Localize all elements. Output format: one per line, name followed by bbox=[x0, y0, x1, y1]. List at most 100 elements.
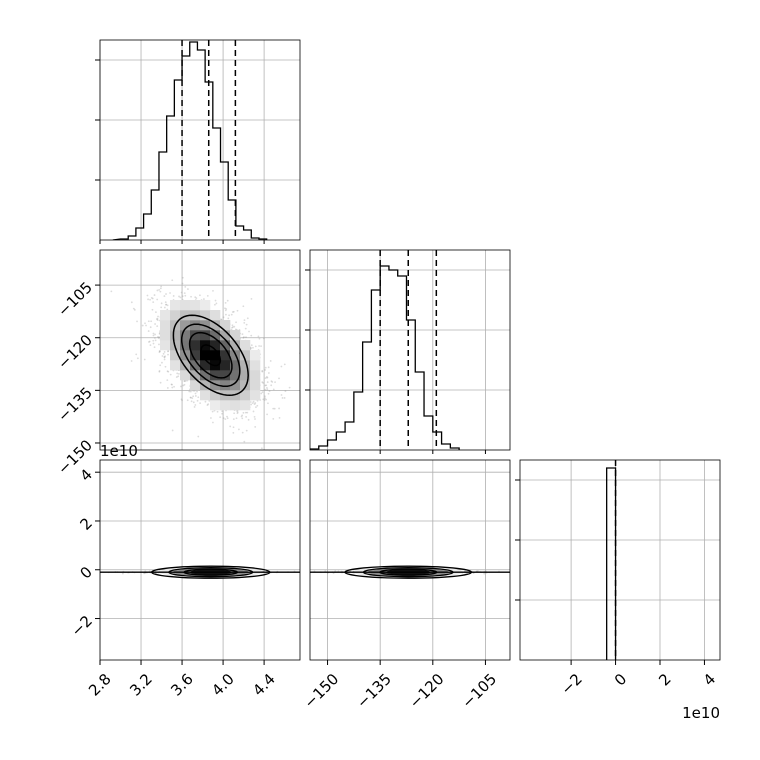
panel-frame bbox=[99, 459, 301, 661]
density-cell bbox=[190, 340, 201, 351]
sample-point bbox=[262, 337, 265, 340]
sample-point bbox=[193, 389, 196, 392]
sample-point bbox=[190, 295, 192, 298]
sample-point bbox=[235, 417, 238, 420]
sample-point bbox=[180, 398, 183, 401]
sample-point bbox=[153, 294, 156, 296]
panel-frame bbox=[309, 249, 511, 451]
sample-point bbox=[176, 372, 179, 375]
sample-point bbox=[183, 383, 186, 386]
sample-point bbox=[149, 344, 152, 347]
sample-point bbox=[215, 302, 218, 305]
sample-point bbox=[177, 375, 180, 378]
sample-point bbox=[144, 322, 146, 325]
sample-point bbox=[267, 366, 270, 369]
contour-line bbox=[150, 565, 271, 579]
sample-point bbox=[243, 321, 246, 324]
density-cell bbox=[230, 340, 241, 351]
contour-line bbox=[379, 568, 438, 576]
sample-point bbox=[175, 376, 178, 378]
sample-point bbox=[197, 435, 200, 438]
y-tick-label: −2 bbox=[68, 612, 96, 640]
joint-p0-p2-panel bbox=[99, 459, 301, 661]
x-tick-label: −150 bbox=[300, 670, 342, 712]
sample-point bbox=[204, 400, 207, 403]
sample-point bbox=[226, 299, 229, 302]
density-cell bbox=[230, 400, 241, 411]
density-cell bbox=[220, 380, 231, 391]
contour-line bbox=[183, 568, 239, 576]
y-tick-label: −150 bbox=[54, 436, 96, 478]
sample-point bbox=[267, 402, 269, 405]
sample-point bbox=[178, 372, 180, 375]
sample-point bbox=[162, 352, 165, 355]
sample-point bbox=[266, 413, 268, 416]
density-cell bbox=[180, 370, 191, 381]
sample-point bbox=[187, 288, 189, 290]
y-tick-label: 2 bbox=[77, 514, 96, 533]
sample-point bbox=[181, 282, 184, 285]
density-cell bbox=[210, 340, 221, 351]
joint-p0-p1-panel bbox=[99, 249, 301, 451]
sample-point bbox=[256, 404, 259, 407]
contour-line bbox=[362, 567, 454, 578]
density-cell bbox=[180, 340, 191, 351]
contour-line bbox=[344, 565, 473, 579]
density-cell bbox=[160, 340, 171, 351]
sample-point bbox=[152, 342, 155, 345]
sample-point bbox=[280, 394, 283, 396]
sample-point bbox=[250, 344, 253, 347]
sample-point bbox=[188, 390, 191, 393]
sample-point bbox=[166, 304, 169, 307]
sample-point bbox=[232, 326, 234, 328]
sample-point bbox=[236, 411, 239, 414]
panel-frame bbox=[519, 459, 721, 661]
sample-point bbox=[184, 294, 187, 297]
sample-point bbox=[284, 390, 287, 392]
panel-frame bbox=[99, 39, 301, 241]
density-cell bbox=[240, 380, 251, 391]
contour-line bbox=[188, 331, 233, 379]
sample-point bbox=[242, 336, 245, 338]
sample-point bbox=[154, 337, 156, 339]
sample-point bbox=[163, 306, 166, 309]
sample-point bbox=[159, 287, 162, 290]
sample-point bbox=[241, 417, 244, 420]
sample-point bbox=[165, 303, 167, 306]
sample-point bbox=[207, 403, 210, 406]
density-cell bbox=[170, 360, 181, 371]
density-cell bbox=[250, 350, 261, 361]
sample-point bbox=[173, 385, 175, 388]
sample-point bbox=[121, 572, 124, 575]
sample-point bbox=[280, 365, 283, 368]
density-cell bbox=[190, 370, 201, 381]
density-cell bbox=[190, 380, 201, 391]
sample-point bbox=[147, 320, 150, 323]
sample-point bbox=[240, 415, 243, 418]
sample-point bbox=[212, 289, 214, 292]
sample-point bbox=[151, 297, 154, 300]
sample-point bbox=[183, 380, 186, 382]
sample-point bbox=[110, 290, 113, 293]
sample-point bbox=[261, 381, 264, 384]
sample-point bbox=[266, 381, 269, 384]
density-cell bbox=[220, 320, 231, 331]
sample-point bbox=[260, 392, 263, 395]
sample-point bbox=[190, 400, 193, 403]
sample-point bbox=[265, 376, 268, 378]
sample-point bbox=[167, 370, 170, 373]
sample-point bbox=[161, 355, 164, 357]
density-cell bbox=[210, 380, 221, 391]
sample-point bbox=[194, 296, 197, 299]
sample-point bbox=[272, 388, 275, 391]
sample-point bbox=[253, 403, 256, 406]
sample-point bbox=[266, 386, 268, 389]
density-cell bbox=[230, 360, 241, 371]
density-cell bbox=[160, 330, 171, 341]
sample-point bbox=[226, 415, 228, 418]
density-cell bbox=[200, 380, 211, 391]
sample-point bbox=[191, 397, 194, 400]
sample-point bbox=[164, 355, 167, 358]
sample-point bbox=[193, 406, 196, 408]
density-cell bbox=[180, 360, 191, 371]
